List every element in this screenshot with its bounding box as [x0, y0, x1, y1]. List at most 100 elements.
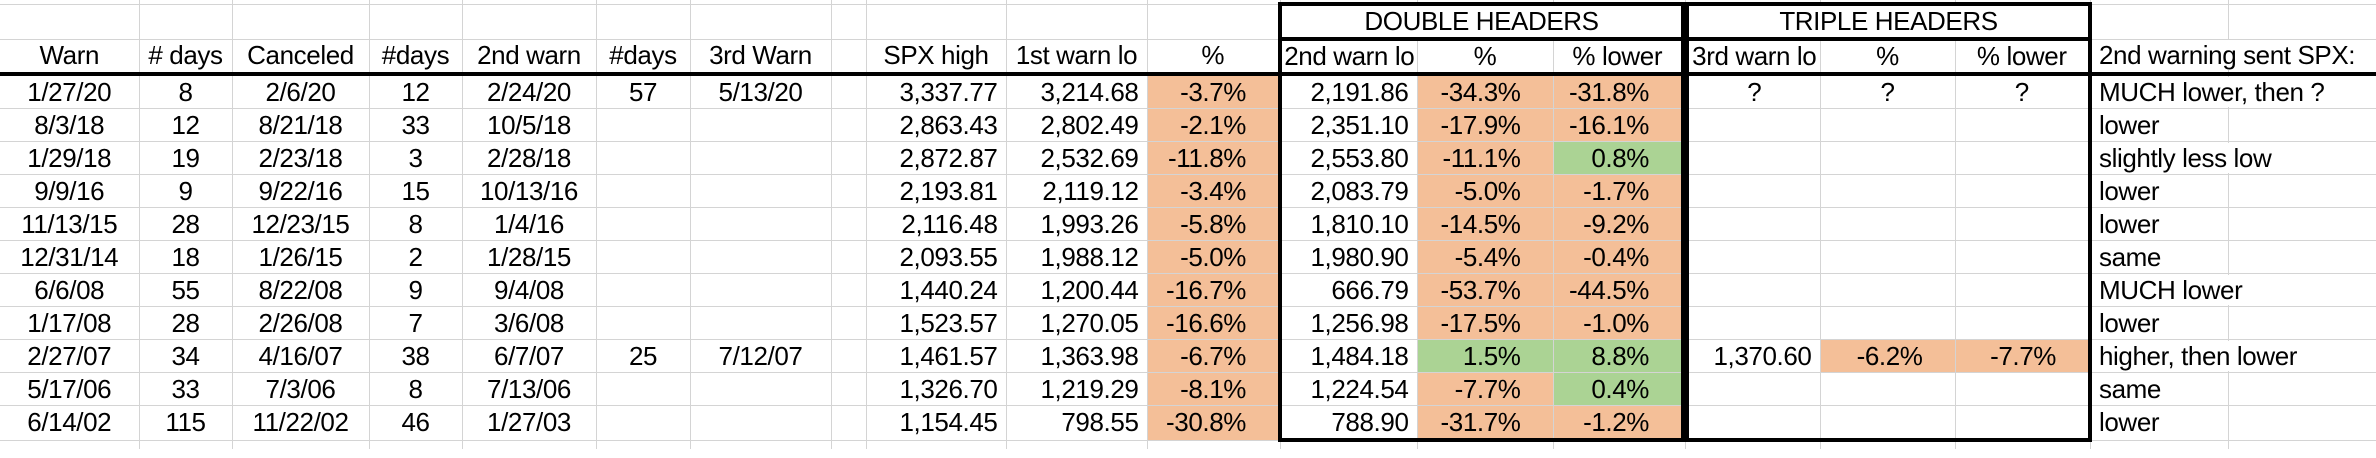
cell-extra[interactable]: [2227, 273, 2376, 307]
cell-warn3[interactable]: [689, 141, 832, 175]
cell-warn[interactable]: 1/17/08: [0, 306, 140, 340]
cell-pct2[interactable]: -7.7%: [1416, 372, 1554, 406]
cell-days3[interactable]: 25: [595, 339, 691, 373]
cell-spacer[interactable]: [830, 240, 867, 274]
cell-pct2-lower[interactable]: 0.8%: [1552, 141, 1687, 175]
cell-warn3-lo[interactable]: [1681, 372, 1821, 406]
cell-pct3[interactable]: [1819, 240, 1956, 274]
cell-spx-high[interactable]: 1,154.45: [865, 405, 1007, 441]
cell-pct1[interactable]: -8.1%: [1146, 372, 1281, 406]
cell-pct2[interactable]: -5.4%: [1416, 240, 1554, 274]
cell-pct1[interactable]: -11.8%: [1146, 141, 1281, 175]
cell-note[interactable]: higher, then lower: [2089, 339, 2305, 373]
col-header-pct-2[interactable]: %: [1416, 38, 1554, 76]
cell-days1[interactable]: 9: [138, 174, 233, 208]
cell-warn2[interactable]: 6/7/07: [461, 339, 597, 373]
cell-warn2[interactable]: 10/5/18: [461, 108, 597, 142]
cell-spx-high[interactable]: 1,461.57: [865, 339, 1007, 373]
cell-warn3-lo[interactable]: [1681, 141, 1821, 175]
col-header-3rd-warn[interactable]: 3rd Warn: [689, 38, 832, 76]
cell-warn2[interactable]: 10/13/16: [461, 174, 597, 208]
cell-warn1-lo[interactable]: 1,363.98: [1005, 339, 1148, 373]
cell-warn3-lo[interactable]: [1681, 306, 1821, 340]
cell-pct2-lower[interactable]: 0.4%: [1552, 372, 1687, 406]
cell-spx-high[interactable]: 1,523.57: [865, 306, 1007, 340]
cell-days3[interactable]: 57: [595, 73, 691, 109]
cell-note[interactable]: slightly less low: [2089, 141, 2279, 175]
cell-canceled[interactable]: 11/22/02: [231, 405, 370, 441]
cell-pct2-lower[interactable]: 8.8%: [1552, 339, 1687, 373]
cell-pct3[interactable]: [1819, 372, 1956, 406]
cell-warn[interactable]: 6/14/02: [0, 405, 140, 441]
cell-warn3[interactable]: [689, 405, 832, 441]
cell-pct3[interactable]: [1819, 108, 1956, 142]
cell-pct1[interactable]: -16.7%: [1146, 273, 1281, 307]
cell-warn1-lo[interactable]: 2,532.69: [1005, 141, 1148, 175]
cell-days3[interactable]: [595, 405, 691, 441]
cell-warn[interactable]: 9/9/16: [0, 174, 140, 208]
col-header-pct-lower-2[interactable]: % lower: [1552, 38, 1687, 76]
cell-note[interactable]: MUCH lower: [2089, 273, 2250, 307]
cell-warn2-lo[interactable]: 1,484.18: [1278, 339, 1418, 373]
cell-warn1-lo[interactable]: 3,214.68: [1005, 73, 1148, 109]
cell-note[interactable]: lower: [2089, 174, 2229, 208]
cell-empty[interactable]: [2227, 3, 2376, 40]
cell-spacer[interactable]: [830, 108, 867, 142]
col-header-canceled[interactable]: Canceled: [231, 38, 370, 76]
cell-days2[interactable]: 33: [368, 108, 463, 142]
cell-canceled[interactable]: 9/22/16: [231, 174, 370, 208]
cell-note[interactable]: same: [2089, 240, 2229, 274]
cell-extra[interactable]: [2227, 174, 2376, 208]
cell-canceled[interactable]: 4/16/07: [231, 339, 370, 373]
cell-days1[interactable]: 8: [138, 73, 233, 109]
col-header-warn[interactable]: Warn: [0, 38, 140, 76]
col-header-spacer[interactable]: [830, 38, 867, 76]
cell-pct3[interactable]: [1819, 405, 1956, 442]
cell-spacer[interactable]: [830, 372, 867, 406]
cell-pct1[interactable]: -3.7%: [1146, 73, 1281, 109]
cell-pct2-lower[interactable]: -44.5%: [1552, 273, 1687, 307]
cell-empty[interactable]: [595, 3, 691, 40]
cell-pct1[interactable]: -5.8%: [1146, 207, 1281, 241]
cell-warn2[interactable]: 9/4/08: [461, 273, 597, 307]
cell-pct1[interactable]: -16.6%: [1146, 306, 1281, 340]
cell-warn3-lo[interactable]: [1681, 108, 1821, 142]
col-header-1st-warn-lo[interactable]: 1st warn lo: [1005, 38, 1148, 76]
cell-pct2[interactable]: -14.5%: [1416, 207, 1554, 241]
cell-spx-high[interactable]: 2,193.81: [865, 174, 1007, 208]
cell-days2[interactable]: 12: [368, 73, 463, 109]
cell-spacer[interactable]: [830, 306, 867, 340]
col-header-2nd-warn[interactable]: 2nd warn: [461, 38, 597, 76]
cell-days2[interactable]: 15: [368, 174, 463, 208]
cell-pct3[interactable]: [1819, 207, 1956, 241]
cell-days3[interactable]: [595, 306, 691, 340]
cell-warn3[interactable]: [689, 240, 832, 274]
cell-warn2-lo[interactable]: 1,810.10: [1278, 207, 1418, 241]
cell-warn3[interactable]: [689, 273, 832, 307]
cell-note[interactable]: lower: [2089, 306, 2229, 340]
cell-spacer[interactable]: [830, 405, 867, 441]
cell-pct1[interactable]: -3.4%: [1146, 174, 1281, 208]
cell-pct3-lower[interactable]: ?: [1954, 73, 2092, 109]
cell-days3[interactable]: [595, 273, 691, 307]
cell-warn3[interactable]: [689, 306, 832, 340]
cell-spacer[interactable]: [830, 141, 867, 175]
cell-warn3-lo[interactable]: 1,370.60: [1681, 339, 1821, 373]
cell-days1[interactable]: 28: [138, 207, 233, 241]
cell-extra[interactable]: [2227, 372, 2376, 406]
cell-canceled[interactable]: 8/22/08: [231, 273, 370, 307]
col-header-pct-1[interactable]: %: [1146, 38, 1281, 76]
cell-pct2[interactable]: -17.5%: [1416, 306, 1554, 340]
cell-warn1-lo[interactable]: 1,270.05: [1005, 306, 1148, 340]
cell-spx-high[interactable]: 2,863.43: [865, 108, 1007, 142]
cell-warn2[interactable]: 1/4/16: [461, 207, 597, 241]
cell-warn1-lo[interactable]: 1,993.26: [1005, 207, 1148, 241]
cell-warn2-lo[interactable]: 1,224.54: [1278, 372, 1418, 406]
cell-warn1-lo[interactable]: 1,200.44: [1005, 273, 1148, 307]
cell-spx-high[interactable]: 3,337.77: [865, 73, 1007, 109]
cell-warn2[interactable]: 3/6/08: [461, 306, 597, 340]
cell-days1[interactable]: 12: [138, 108, 233, 142]
cell-note[interactable]: MUCH lower, then ?: [2089, 73, 2332, 109]
cell-warn[interactable]: 12/31/14: [0, 240, 140, 274]
cell-pct2[interactable]: -5.0%: [1416, 174, 1554, 208]
